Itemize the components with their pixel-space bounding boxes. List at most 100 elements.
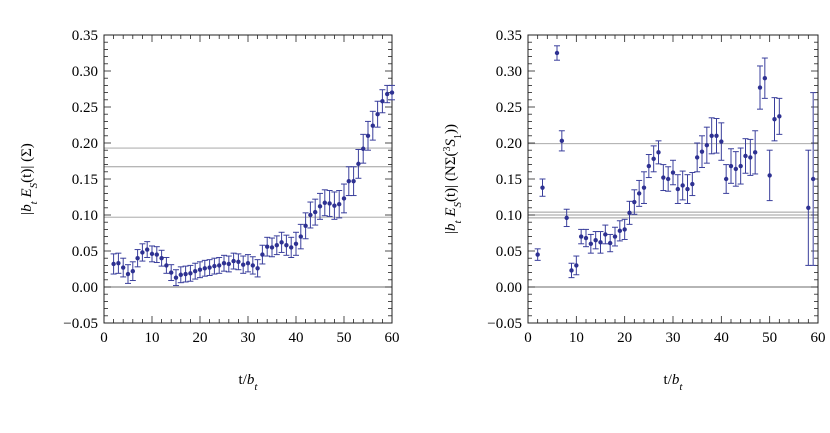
data-point — [226, 261, 231, 267]
data-point — [675, 186, 681, 192]
data-point — [274, 243, 279, 248]
data-point — [762, 76, 768, 81]
data-point — [540, 185, 545, 190]
data-point — [265, 244, 270, 249]
y-tick-label: 0.25 — [496, 100, 522, 116]
data-point — [670, 170, 676, 175]
data-point — [385, 91, 390, 97]
data-point — [241, 262, 246, 267]
data-point — [375, 112, 380, 117]
data-point — [588, 241, 594, 246]
data-point — [365, 133, 371, 138]
data-point — [680, 183, 685, 188]
data-point — [714, 133, 719, 138]
y-tick-label: 0.15 — [496, 172, 522, 188]
data-point — [641, 185, 647, 190]
data-point — [733, 166, 739, 172]
data-point — [231, 258, 236, 264]
data-point — [728, 163, 734, 169]
x-tick-label: 30 — [241, 330, 256, 346]
data-point — [665, 176, 671, 182]
x-tick-label: 60 — [811, 330, 826, 346]
x-tick-label: 40 — [289, 330, 304, 346]
data-point — [603, 232, 608, 237]
data-point — [622, 227, 627, 232]
data-point — [193, 268, 198, 274]
data-point — [313, 209, 318, 215]
right-chart-panel: 0 10 20 30 40 50 60 −0.05 0.00 0.05 0.10 0.15 0.20 0.… — [442, 28, 826, 393]
data-point — [704, 142, 710, 148]
data-point — [173, 275, 179, 280]
data-point — [178, 272, 183, 277]
data-point — [303, 223, 308, 228]
data-point — [380, 99, 385, 104]
data-point — [564, 215, 569, 221]
y-tick-label: 0.25 — [72, 100, 98, 116]
data-point — [370, 123, 375, 128]
data-point — [694, 155, 700, 160]
y-axis-label: |bt ES(t)| (Σ) — [19, 143, 40, 215]
x-tick-label: 0 — [524, 330, 532, 346]
x-tick-label: 20 — [617, 330, 632, 346]
data-point — [806, 205, 811, 210]
left-chart-panel: 0 10 20 30 40 50 60 −0.05 0.00 0.05 0.10 0.15 0.20 0.… — [19, 28, 400, 393]
data-point — [777, 114, 782, 119]
data-point — [197, 267, 203, 272]
data-point — [298, 234, 303, 239]
data-point — [559, 138, 565, 144]
data-point — [723, 176, 729, 182]
data-point — [612, 234, 618, 239]
data-point — [217, 263, 222, 268]
data-point — [308, 212, 313, 218]
data-point — [289, 245, 294, 250]
data-point — [738, 163, 743, 169]
y-tick-label: 0.00 — [496, 280, 522, 296]
data-point — [709, 133, 714, 138]
data-point — [169, 270, 174, 275]
y-tick-label: 0.30 — [72, 64, 98, 80]
data-point — [135, 256, 140, 261]
data-point — [293, 241, 299, 246]
data-point — [121, 265, 126, 270]
y-tick-label: 0.05 — [496, 244, 522, 260]
data-point — [245, 261, 251, 266]
data-point — [183, 271, 188, 277]
data-point — [656, 150, 661, 155]
data-point — [269, 245, 275, 250]
data-point — [279, 240, 284, 245]
data-point — [255, 266, 260, 271]
data-point — [159, 256, 164, 261]
data-point — [361, 146, 366, 151]
x-tick-label: 0 — [100, 330, 108, 346]
y-tick-label: −0.05 — [63, 316, 98, 332]
data-point — [322, 200, 327, 205]
data-point — [188, 271, 193, 276]
data-point — [699, 149, 705, 154]
data-point — [685, 186, 690, 192]
y-tick-label: 0.20 — [496, 136, 522, 152]
data-point — [646, 163, 652, 169]
data-point — [337, 202, 342, 207]
data-point — [356, 161, 361, 167]
y-tick-label: 0.20 — [72, 136, 98, 152]
data-point — [636, 191, 642, 196]
data-point — [752, 150, 758, 155]
data-point — [332, 203, 337, 208]
x-tick-label: 40 — [714, 330, 729, 346]
x-tick-label: 50 — [762, 330, 777, 346]
data-point — [346, 178, 351, 184]
data-point — [327, 201, 332, 206]
data-point — [743, 153, 748, 159]
data-point — [535, 252, 540, 257]
data-point — [260, 252, 265, 257]
data-point — [221, 261, 227, 266]
data-point — [757, 85, 763, 90]
data-point — [598, 240, 603, 245]
data-point — [690, 181, 695, 187]
data-point — [583, 235, 589, 241]
data-point — [767, 173, 772, 178]
data-point — [149, 251, 155, 257]
data-point — [236, 259, 241, 264]
y-tick-label: 0.15 — [72, 172, 98, 188]
data-point — [341, 196, 347, 201]
